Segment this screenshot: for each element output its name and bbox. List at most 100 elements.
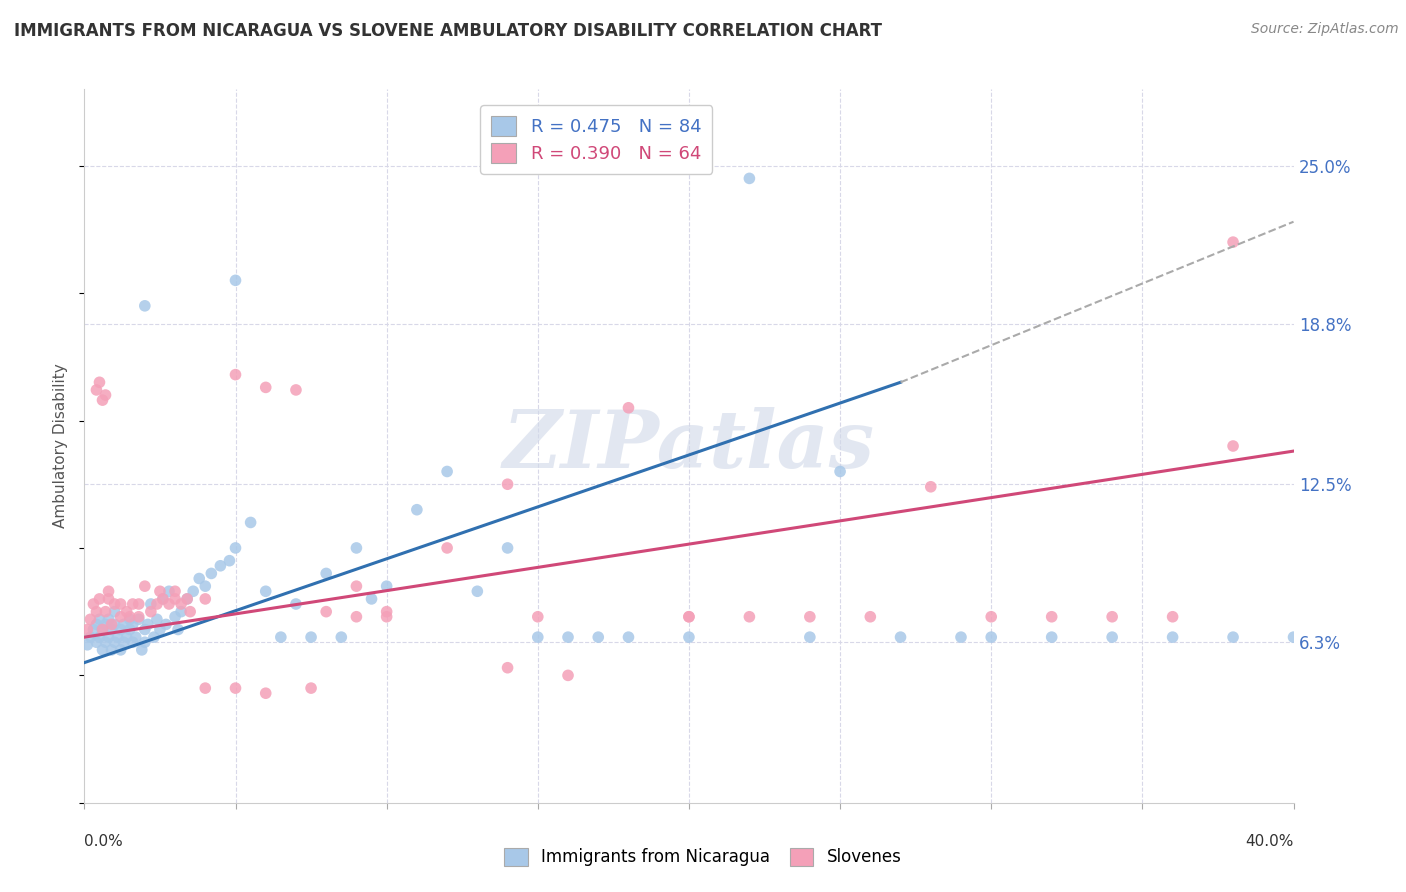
Point	[527, 630, 550, 644]
Point	[496, 541, 519, 555]
Point	[1222, 630, 1244, 644]
Point	[588, 630, 610, 644]
Point	[91, 643, 114, 657]
Point	[100, 617, 122, 632]
Point	[678, 609, 700, 624]
Point	[118, 612, 141, 626]
Point	[285, 383, 308, 397]
Point	[1282, 630, 1305, 644]
Point	[299, 681, 322, 695]
Point	[254, 380, 277, 394]
Point	[82, 623, 104, 637]
Point	[1040, 630, 1063, 644]
Point	[315, 605, 337, 619]
Point	[315, 566, 337, 581]
Point	[134, 623, 156, 637]
Point	[617, 630, 640, 644]
Point	[89, 376, 111, 390]
Point	[139, 597, 162, 611]
Point	[94, 635, 117, 649]
Point	[330, 630, 353, 644]
Point	[859, 609, 882, 624]
Point	[76, 623, 98, 637]
Point	[104, 597, 127, 611]
Point	[104, 605, 127, 619]
Legend: Immigrants from Nicaragua, Slovenes: Immigrants from Nicaragua, Slovenes	[496, 839, 910, 875]
Point	[149, 623, 172, 637]
Point	[176, 591, 198, 606]
Point	[225, 541, 247, 555]
Point	[496, 661, 519, 675]
Point	[557, 668, 579, 682]
Point	[89, 630, 111, 644]
Point	[131, 643, 153, 657]
Point	[97, 612, 120, 626]
Point	[110, 597, 132, 611]
Point	[557, 630, 579, 644]
Point	[110, 623, 132, 637]
Point	[112, 617, 135, 632]
Point	[890, 630, 912, 644]
Point	[527, 609, 550, 624]
Point	[299, 630, 322, 644]
Point	[678, 630, 700, 644]
Point	[97, 591, 120, 606]
Point	[107, 630, 129, 644]
Point	[94, 605, 117, 619]
Point	[738, 171, 761, 186]
Point	[830, 465, 852, 479]
Point	[1222, 235, 1244, 249]
Point	[79, 612, 101, 626]
Point	[121, 597, 143, 611]
Point	[254, 686, 277, 700]
Point	[346, 541, 368, 555]
Point	[1222, 439, 1244, 453]
Point	[375, 579, 398, 593]
Point	[1161, 630, 1184, 644]
Point	[91, 623, 114, 637]
Point	[799, 609, 821, 624]
Point	[82, 597, 104, 611]
Point	[285, 597, 308, 611]
Point	[436, 541, 458, 555]
Point	[94, 617, 117, 632]
Point	[121, 617, 143, 632]
Point	[104, 617, 127, 632]
Point	[188, 572, 211, 586]
Point	[225, 368, 247, 382]
Point	[194, 591, 217, 606]
Point	[920, 480, 942, 494]
Point	[104, 635, 127, 649]
Point	[115, 605, 138, 619]
Point	[142, 630, 165, 644]
Point	[86, 635, 108, 649]
Point	[112, 635, 135, 649]
Point	[980, 630, 1002, 644]
Point	[97, 630, 120, 644]
Point	[89, 612, 111, 626]
Point	[94, 388, 117, 402]
Point	[86, 383, 108, 397]
Point	[225, 273, 247, 287]
Point	[128, 609, 150, 624]
Point	[617, 401, 640, 415]
Point	[165, 591, 187, 606]
Point	[149, 584, 172, 599]
Point	[1101, 609, 1123, 624]
Point	[146, 612, 169, 626]
Point	[100, 623, 122, 637]
Text: 40.0%: 40.0%	[1246, 834, 1294, 849]
Point	[152, 591, 174, 606]
Point	[496, 477, 519, 491]
Point	[375, 609, 398, 624]
Point	[91, 623, 114, 637]
Point	[157, 597, 180, 611]
Point	[170, 605, 193, 619]
Point	[125, 630, 148, 644]
Point	[134, 635, 156, 649]
Point	[980, 609, 1002, 624]
Point	[1040, 609, 1063, 624]
Point	[179, 605, 201, 619]
Point	[110, 609, 132, 624]
Point	[79, 630, 101, 644]
